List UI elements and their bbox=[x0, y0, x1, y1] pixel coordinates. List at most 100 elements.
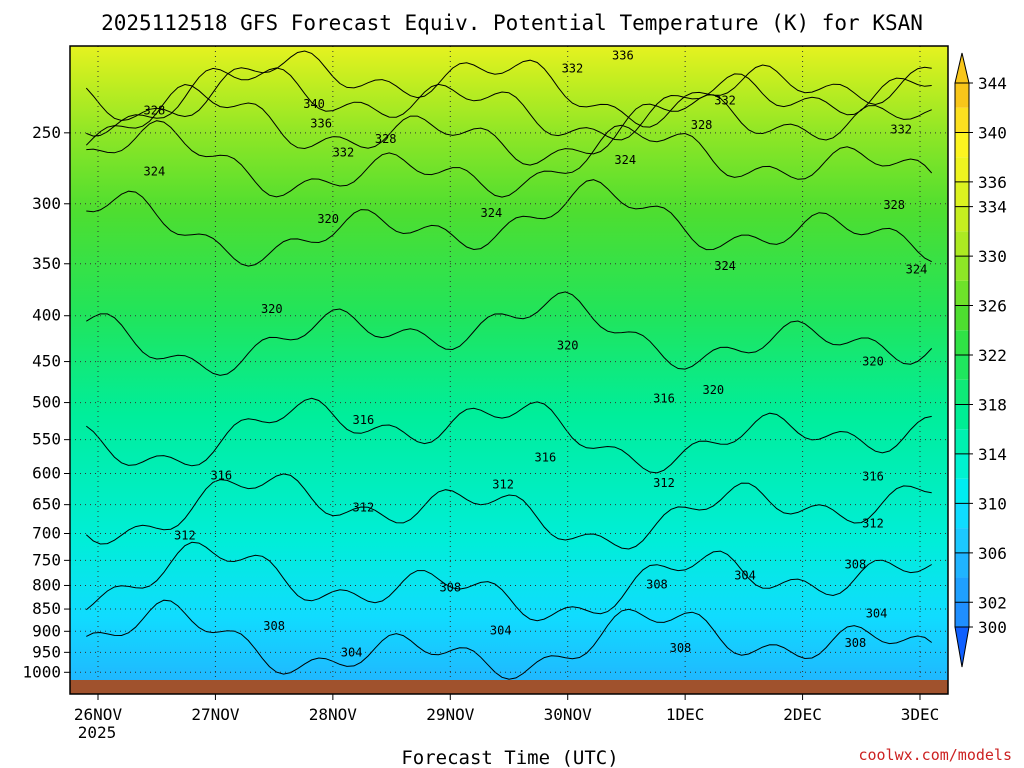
colorbar-swatch bbox=[955, 577, 969, 603]
contour-label: 308 bbox=[845, 557, 867, 571]
contour-label: 312 bbox=[492, 477, 514, 491]
contour-label: 332 bbox=[714, 93, 736, 107]
contour-line-336 bbox=[86, 67, 932, 141]
contour-line-320 bbox=[86, 291, 933, 376]
colorbar-swatch bbox=[955, 503, 969, 529]
contour-label: 316 bbox=[353, 413, 375, 427]
contour-label: 324 bbox=[614, 153, 636, 167]
colorbar-swatch bbox=[955, 305, 969, 331]
colorbar-label: 302 bbox=[978, 593, 1007, 612]
colorbar-swatch bbox=[955, 602, 969, 627]
contour-label: 308 bbox=[646, 577, 668, 591]
colorbar-label: 322 bbox=[978, 346, 1007, 365]
colorbar-swatch bbox=[955, 552, 969, 578]
y-tick-label: 400 bbox=[32, 306, 61, 325]
contour-label: 304 bbox=[490, 623, 512, 637]
y-tick-label: 800 bbox=[32, 575, 61, 594]
y-tick-label: 1000 bbox=[22, 662, 61, 681]
colorbar-swatch bbox=[955, 206, 969, 232]
contour-label: 320 bbox=[702, 383, 724, 397]
x-axis-label: Forecast Time (UTC) bbox=[401, 747, 618, 768]
contour-line-316 bbox=[85, 397, 932, 474]
contour-label: 336 bbox=[612, 49, 634, 63]
contour-label: 328 bbox=[144, 103, 166, 117]
y-tick-label: 350 bbox=[32, 254, 61, 273]
plot-frame bbox=[69, 45, 949, 695]
contour-label: 304 bbox=[734, 569, 756, 583]
contour-label: 336 bbox=[310, 116, 332, 130]
colorbar-swatch bbox=[955, 231, 969, 257]
colorbar-label: 340 bbox=[978, 123, 1007, 142]
colorbar-label: 314 bbox=[978, 445, 1007, 464]
contour-label: 304 bbox=[341, 645, 363, 659]
contour-label: 316 bbox=[535, 451, 557, 465]
contour-label: 332 bbox=[333, 146, 355, 160]
contour-label: 316 bbox=[862, 470, 884, 484]
colorbar-swatch bbox=[955, 181, 969, 207]
y-tick-label: 550 bbox=[32, 430, 61, 449]
colorbar-swatch bbox=[955, 256, 969, 281]
contour-line-328 bbox=[86, 120, 933, 198]
y-tick-label: 500 bbox=[32, 393, 61, 412]
y-tick-label: 750 bbox=[32, 550, 61, 569]
x-tick-label: 30NOV bbox=[544, 705, 593, 724]
contour-label: 324 bbox=[144, 164, 166, 178]
contour-label: 328 bbox=[691, 118, 713, 132]
ground-strip bbox=[70, 680, 948, 694]
colorbar-label: 318 bbox=[978, 395, 1007, 414]
credit-text: coolwx.com/models bbox=[858, 746, 1012, 764]
contour-line-340 bbox=[85, 50, 932, 128]
x-tick-label: 1DEC bbox=[666, 705, 705, 724]
colorbar-bottom-arrow bbox=[954, 626, 970, 668]
x-tick-sublabel: 2025 bbox=[78, 723, 117, 742]
colorbar-label: 310 bbox=[978, 494, 1007, 513]
x-tick-label: 26NOV bbox=[74, 705, 123, 724]
contour-label: 340 bbox=[303, 97, 325, 111]
y-tick-label: 650 bbox=[32, 495, 61, 514]
x-tick-label: 2DEC bbox=[783, 705, 822, 724]
contour-label: 308 bbox=[439, 580, 461, 594]
contour-label: 312 bbox=[862, 516, 884, 530]
contour-lines bbox=[85, 50, 933, 680]
colorbar-swatch bbox=[955, 157, 969, 182]
colorbar-label: 344 bbox=[978, 74, 1007, 93]
contour-label: 320 bbox=[862, 355, 884, 369]
grid-lines bbox=[70, 46, 948, 680]
contour-label: 320 bbox=[261, 302, 283, 316]
chart-title: 2025112518 GFS Forecast Equiv. Potential… bbox=[101, 11, 923, 35]
y-tick-label: 600 bbox=[32, 464, 61, 483]
colorbar-swatch bbox=[955, 83, 969, 108]
contour-label: 328 bbox=[375, 132, 397, 146]
y-axis: 250 300 350 400 450 500 550 600 650 700 750 800 850 9… bbox=[22, 123, 70, 681]
contour-label: 332 bbox=[562, 62, 584, 76]
colorbar-label: 330 bbox=[978, 247, 1007, 266]
colorbar-swatch bbox=[955, 429, 969, 454]
y-tick-label: 250 bbox=[32, 123, 61, 142]
x-axis: 26NOV 27NOV 28NOV 29NOV 30NOV 1DEC 2DEC 3DEC bbox=[74, 694, 939, 724]
colorbar-swatch bbox=[955, 107, 969, 133]
colorbar-swatch bbox=[955, 132, 969, 158]
contour-label: 324 bbox=[481, 206, 503, 220]
colorbar-swatch bbox=[955, 404, 969, 430]
x-tick-label: 3DEC bbox=[901, 705, 940, 724]
colorbar-label: 306 bbox=[978, 544, 1007, 563]
contour-label: 316 bbox=[210, 468, 232, 482]
y-tick-label: 700 bbox=[32, 523, 61, 542]
contour-line-308 bbox=[85, 541, 932, 622]
x-tick-label: 28NOV bbox=[309, 705, 358, 724]
x-tick-label: 27NOV bbox=[191, 705, 240, 724]
contour-label: 312 bbox=[353, 501, 375, 515]
contour-line-312 bbox=[85, 473, 932, 550]
contour-label: 308 bbox=[670, 641, 692, 655]
y-tick-label: 450 bbox=[32, 352, 61, 371]
colorbar-swatch bbox=[955, 528, 969, 553]
contour-label: 324 bbox=[714, 259, 736, 273]
colorbar-label: 336 bbox=[978, 173, 1007, 192]
y-tick-label: 950 bbox=[32, 642, 61, 661]
contour-label: 308 bbox=[263, 619, 285, 633]
colorbar-top-arrow bbox=[954, 52, 970, 84]
contour-line-324 bbox=[86, 179, 932, 267]
